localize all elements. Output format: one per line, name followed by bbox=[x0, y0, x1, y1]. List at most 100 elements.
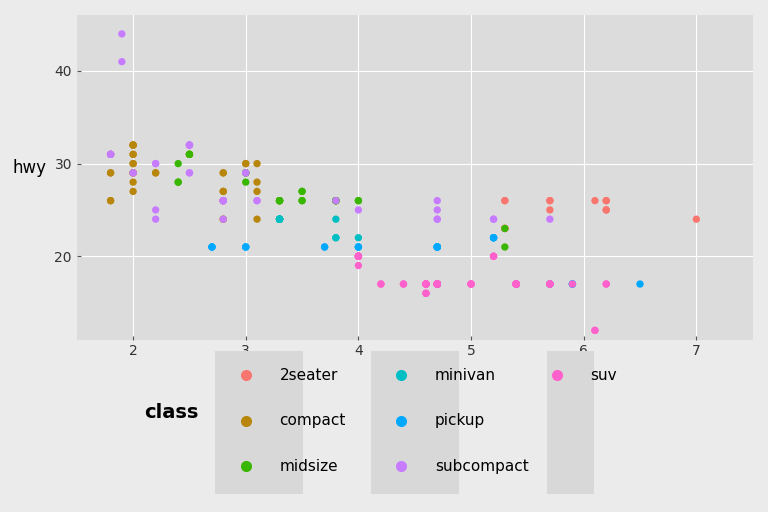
Point bbox=[420, 280, 432, 288]
Point bbox=[488, 252, 500, 260]
Point bbox=[488, 233, 500, 242]
Point bbox=[217, 169, 230, 177]
Text: compact: compact bbox=[280, 413, 346, 428]
Point bbox=[600, 197, 612, 205]
Point bbox=[397, 280, 409, 288]
Point bbox=[544, 280, 556, 288]
Point bbox=[420, 280, 432, 288]
Point bbox=[566, 280, 578, 288]
Point bbox=[184, 150, 196, 158]
Point bbox=[510, 280, 522, 288]
Point bbox=[420, 280, 432, 288]
Point bbox=[172, 178, 184, 186]
Point bbox=[273, 215, 286, 223]
Point bbox=[104, 150, 117, 158]
Point bbox=[319, 243, 331, 251]
Point bbox=[431, 215, 443, 223]
Point bbox=[488, 252, 500, 260]
Point bbox=[240, 178, 252, 186]
Point bbox=[104, 150, 117, 158]
Point bbox=[217, 215, 230, 223]
Point bbox=[431, 280, 443, 288]
Point bbox=[329, 197, 342, 205]
Point bbox=[420, 289, 432, 297]
Point bbox=[353, 252, 365, 260]
Point bbox=[217, 197, 230, 205]
Point bbox=[296, 187, 308, 196]
Point bbox=[240, 169, 252, 177]
Point bbox=[420, 280, 432, 288]
Text: pickup: pickup bbox=[435, 413, 485, 428]
Point bbox=[510, 280, 522, 288]
Point bbox=[127, 141, 139, 149]
Point bbox=[104, 150, 117, 158]
Point bbox=[353, 252, 365, 260]
Point bbox=[217, 197, 230, 205]
Point bbox=[431, 280, 443, 288]
Point bbox=[217, 197, 230, 205]
Point bbox=[240, 243, 252, 251]
Point bbox=[184, 141, 196, 149]
Point bbox=[544, 280, 556, 288]
Point bbox=[329, 215, 342, 223]
Point bbox=[273, 215, 286, 223]
Point bbox=[544, 280, 556, 288]
Point bbox=[273, 197, 286, 205]
Point bbox=[150, 215, 162, 223]
Point bbox=[184, 141, 196, 149]
Point bbox=[510, 280, 522, 288]
Point bbox=[589, 197, 601, 205]
Point bbox=[353, 252, 365, 260]
Point bbox=[217, 215, 230, 223]
Point bbox=[431, 280, 443, 288]
Point bbox=[184, 141, 196, 149]
Point bbox=[375, 280, 387, 288]
Point bbox=[353, 243, 365, 251]
Point bbox=[420, 289, 432, 297]
Point bbox=[510, 280, 522, 288]
Point bbox=[273, 197, 286, 205]
Point bbox=[510, 280, 522, 288]
Point bbox=[172, 160, 184, 168]
Point bbox=[127, 160, 139, 168]
Y-axis label: hwy: hwy bbox=[12, 160, 46, 178]
Point bbox=[273, 197, 286, 205]
Point bbox=[431, 280, 443, 288]
Point bbox=[431, 280, 443, 288]
Point bbox=[510, 280, 522, 288]
Point bbox=[273, 215, 286, 223]
Point bbox=[431, 243, 443, 251]
Point bbox=[431, 280, 443, 288]
Point bbox=[184, 150, 196, 158]
Point bbox=[498, 224, 511, 232]
Text: subcompact: subcompact bbox=[435, 459, 528, 474]
Point bbox=[498, 224, 511, 232]
Point bbox=[600, 197, 612, 205]
Point bbox=[589, 326, 601, 334]
Point bbox=[104, 150, 117, 158]
Point bbox=[544, 197, 556, 205]
Point bbox=[431, 280, 443, 288]
FancyBboxPatch shape bbox=[215, 351, 303, 494]
Point bbox=[353, 233, 365, 242]
Point bbox=[127, 169, 139, 177]
Point bbox=[510, 280, 522, 288]
Point bbox=[329, 197, 342, 205]
Point bbox=[353, 252, 365, 260]
Point bbox=[353, 197, 365, 205]
Point bbox=[431, 243, 443, 251]
Point bbox=[510, 280, 522, 288]
Point bbox=[431, 243, 443, 251]
Point bbox=[240, 169, 252, 177]
Point bbox=[510, 280, 522, 288]
Point bbox=[240, 160, 252, 168]
Text: 2seater: 2seater bbox=[280, 368, 338, 383]
Point bbox=[510, 280, 522, 288]
Point bbox=[465, 280, 477, 288]
Point bbox=[420, 280, 432, 288]
Point bbox=[431, 280, 443, 288]
Point bbox=[498, 224, 511, 232]
Text: minivan: minivan bbox=[435, 368, 496, 383]
Point bbox=[510, 280, 522, 288]
Point bbox=[127, 187, 139, 196]
